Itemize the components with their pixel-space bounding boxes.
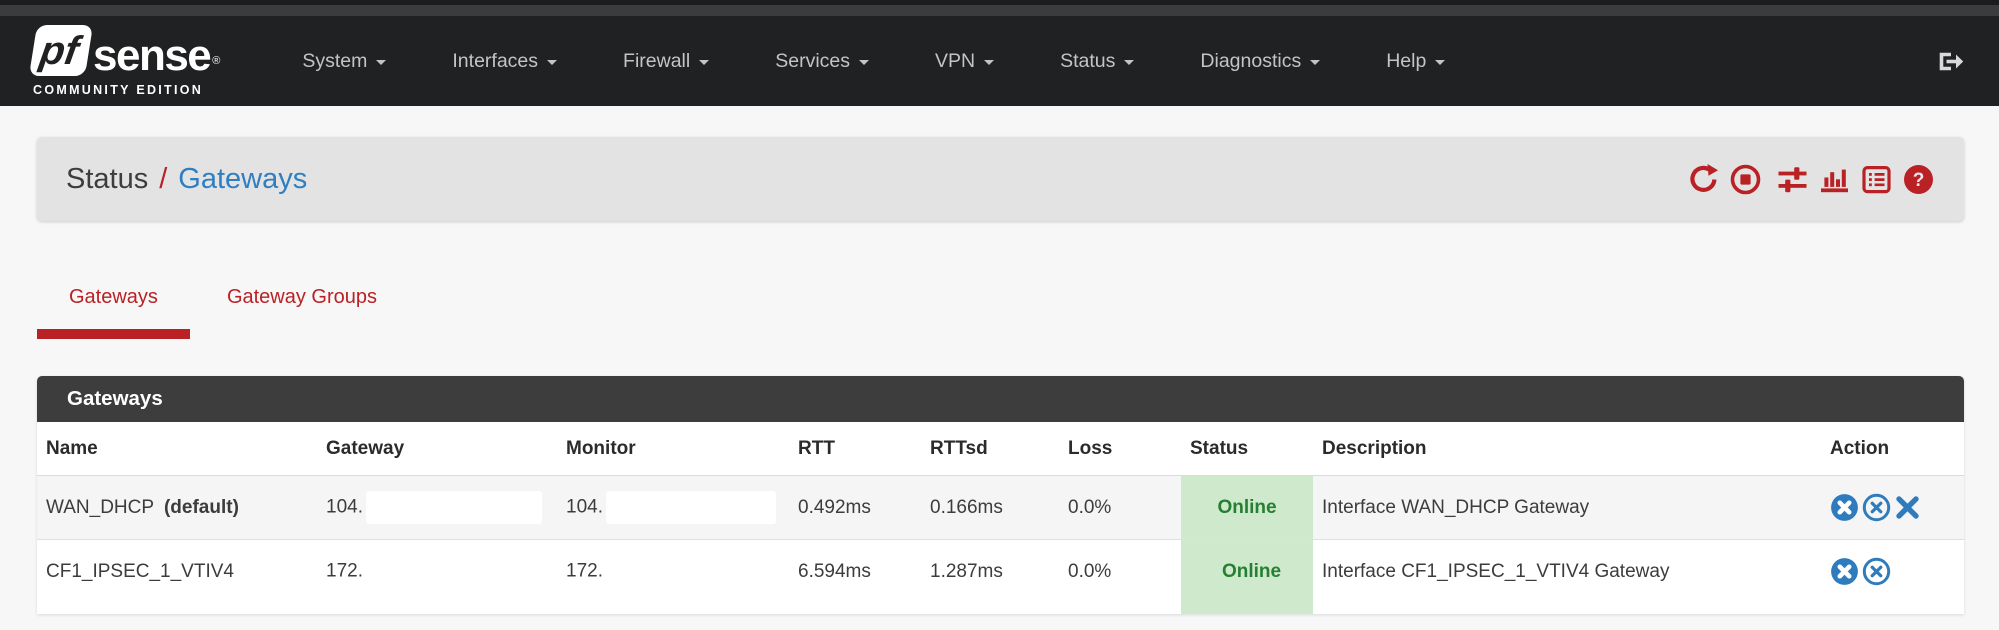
bar-chart-icon[interactable] xyxy=(1819,164,1850,195)
list-icon[interactable] xyxy=(1861,164,1892,195)
tab-gateway-groups[interactable]: Gateway Groups xyxy=(226,286,378,308)
gateway-name-cell: WAN_DHCP (default) xyxy=(37,475,317,540)
rtt-cell: 6.594ms xyxy=(798,560,871,582)
pf-logo-box: pf xyxy=(28,25,94,76)
browser-chrome-strip-light xyxy=(0,5,1999,16)
refresh-icon[interactable] xyxy=(1688,163,1719,195)
caret-down-icon xyxy=(547,60,558,65)
stop-icon[interactable] xyxy=(1730,164,1761,195)
sense-logo-text: sense xyxy=(93,30,212,80)
gateways-panel: Gateways Name Gateway Monitor RTT RTTsd … xyxy=(37,376,1964,614)
gateway-address-cell: 172. xyxy=(317,540,557,615)
col-header-monitor: Monitor xyxy=(557,422,789,476)
browser-chrome-strip xyxy=(0,0,1999,5)
description-cell: Interface CF1_IPSEC_1_VTIV4 Gateway xyxy=(1322,560,1670,582)
menu-item-help[interactable]: Help xyxy=(1353,50,1478,73)
page-title: Status / Gateways xyxy=(66,163,307,196)
col-header-rtt: RTT xyxy=(789,422,921,476)
main-menu: System Interfaces Firewall Services VPN … xyxy=(269,50,1478,73)
col-header-name: Name xyxy=(37,422,317,476)
description-cell: Interface WAN_DHCP Gateway xyxy=(1313,475,1821,540)
rtt-cell: 0.492ms xyxy=(789,475,921,540)
registered-mark: ® xyxy=(212,55,221,68)
menu-item-firewall[interactable]: Firewall xyxy=(590,50,742,73)
redaction-box xyxy=(605,491,776,524)
caret-down-icon xyxy=(1124,60,1135,65)
svg-text:?: ? xyxy=(1913,170,1925,191)
tab-bar: Gateways Gateway Groups xyxy=(37,273,1964,339)
action-icons xyxy=(1830,557,1964,586)
col-header-action: Action xyxy=(1821,422,1964,476)
sliders-icon[interactable] xyxy=(1777,164,1808,195)
circle-x-solid-icon[interactable] xyxy=(1830,557,1859,586)
breadcrumb-section: Status xyxy=(66,162,149,195)
redaction-box xyxy=(365,555,542,588)
table-row: WAN_DHCP (default) 104. 104. 0.492ms 0.1… xyxy=(37,475,1964,540)
table-header-row: Name Gateway Monitor RTT RTTsd Loss Stat… xyxy=(37,422,1964,476)
default-badge: (default) xyxy=(163,496,239,518)
status-badge: Online xyxy=(1181,475,1313,540)
redaction-box xyxy=(365,491,542,524)
loss-cell: 0.0% xyxy=(1059,475,1181,540)
community-edition-label: COMMUNITY EDITION xyxy=(33,83,204,97)
caret-down-icon xyxy=(376,60,387,65)
caret-down-icon xyxy=(984,60,995,65)
table-row: CF1_IPSEC_1_VTIV4 172. 172. 6.594ms 1.28… xyxy=(37,539,1964,615)
page-content: Status / Gateways xyxy=(0,137,1999,614)
x-icon[interactable] xyxy=(1894,494,1921,521)
breadcrumb: Status / Gateways xyxy=(37,137,1964,221)
rttsd-cell: 0.166ms xyxy=(921,475,1059,540)
circle-x-solid-icon[interactable] xyxy=(1830,493,1859,522)
tab-gateways[interactable]: Gateways xyxy=(37,273,190,339)
pf-logo-text: pf xyxy=(37,28,82,73)
loss-cell: 0.0% xyxy=(1068,560,1112,582)
gateway-name-cell: CF1_IPSEC_1_VTIV4 xyxy=(46,560,234,582)
col-header-gateway: Gateway xyxy=(317,422,557,476)
menu-item-interfaces[interactable]: Interfaces xyxy=(419,50,590,73)
navbar-right xyxy=(1935,48,1965,75)
menu-item-system[interactable]: System xyxy=(269,50,419,73)
top-navbar: pf sense ® COMMUNITY EDITION System Inte… xyxy=(0,16,1999,106)
action-cell xyxy=(1821,475,1964,540)
caret-down-icon xyxy=(1310,60,1321,65)
breadcrumb-separator: / xyxy=(159,162,168,195)
panel-title: Gateways xyxy=(37,376,1964,422)
monitor-address-cell: 172. xyxy=(557,540,789,615)
gateway-address-cell: 104. xyxy=(317,475,557,540)
menu-item-status[interactable]: Status xyxy=(1027,50,1167,73)
status-badge: Online xyxy=(1181,539,1313,614)
redaction-box xyxy=(605,555,776,588)
menu-item-vpn[interactable]: VPN xyxy=(902,50,1027,73)
col-header-rttsd: RTTsd xyxy=(921,422,1059,476)
rttsd-cell: 1.287ms xyxy=(930,560,1003,582)
menu-item-services[interactable]: Services xyxy=(742,50,902,73)
col-header-description: Description xyxy=(1313,422,1821,476)
col-header-loss: Loss xyxy=(1059,422,1181,476)
col-header-status: Status xyxy=(1181,422,1313,476)
gateways-table: Name Gateway Monitor RTT RTTsd Loss Stat… xyxy=(37,422,1964,614)
monitor-address-cell: 104. xyxy=(557,475,789,540)
help-icon[interactable]: ? xyxy=(1903,164,1934,195)
pfsense-logo[interactable]: pf sense ® COMMUNITY EDITION xyxy=(28,25,221,97)
circle-x-outline-icon[interactable] xyxy=(1862,493,1891,522)
action-icons xyxy=(1830,493,1964,522)
breadcrumb-page-link[interactable]: Gateways xyxy=(178,162,308,195)
caret-down-icon xyxy=(859,60,869,65)
caret-down-icon xyxy=(1435,60,1446,65)
circle-x-outline-icon[interactable] xyxy=(1862,557,1891,586)
breadcrumb-actions: ? xyxy=(1688,163,1934,195)
menu-item-diagnostics[interactable]: Diagnostics xyxy=(1167,50,1353,73)
caret-down-icon xyxy=(699,60,710,65)
sign-out-icon[interactable] xyxy=(1935,48,1965,75)
action-cell xyxy=(1821,540,1964,615)
pfsense-logo-wordmark: pf sense ® xyxy=(28,25,221,80)
